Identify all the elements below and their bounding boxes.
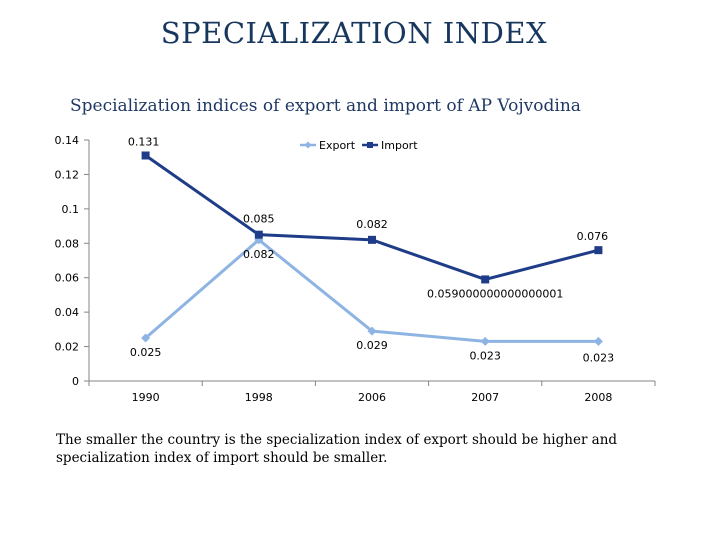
data-label: 0.082	[356, 218, 388, 231]
data-label: 0.076	[577, 230, 609, 243]
data-label: 0.059000000000000001	[427, 287, 563, 300]
slide-title: SPECIALIZATION INDEX	[160, 16, 548, 50]
series-group: 0.025 0.082 0.029 0.023 0.023 0.131 0.085 0.082…	[128, 135, 614, 364]
y-tick-label: 0.06	[55, 272, 80, 285]
data-label: 0.029	[356, 339, 388, 352]
y-tick-label: 0.02	[55, 341, 80, 354]
data-label: 0.082	[243, 248, 275, 261]
x-axis: 1990 1998 2006 2007 2008	[88, 380, 656, 404]
y-axis: 0 0.02 0.04 0.06 0.08 0.1 0.12 0.14	[55, 134, 90, 388]
data-label: 0.023	[583, 351, 615, 364]
y-tick-label: 0.1	[62, 203, 80, 216]
y-tick-label: 0.12	[55, 168, 80, 181]
data-point	[480, 336, 490, 346]
data-point	[593, 336, 603, 346]
legend-item-export: Export	[300, 139, 356, 152]
data-point	[594, 246, 603, 255]
data-point	[367, 326, 377, 336]
data-point	[141, 151, 150, 160]
data-point	[254, 230, 263, 239]
y-tick-label: 0.04	[55, 306, 80, 319]
y-tick-label: 0	[72, 375, 79, 388]
footnote: The smaller the country is the specializ…	[56, 432, 618, 466]
data-label: 0.023	[469, 349, 501, 362]
data-label: 0.025	[130, 346, 162, 359]
data-label: 0.085	[243, 213, 275, 226]
y-tick-label: 0.14	[55, 134, 80, 147]
legend: Export Import	[300, 139, 418, 152]
legend-item-import: Import	[362, 139, 418, 152]
data-point	[141, 333, 151, 343]
legend-swatch-marker	[304, 141, 312, 149]
line-chart: 0 0.02 0.04 0.06 0.08 0.1 0.12 0.14 1990 1998 200…	[55, 134, 656, 404]
data-label: 0.131	[128, 135, 160, 148]
data-point	[481, 275, 490, 284]
legend-label: Export	[319, 139, 356, 152]
data-point	[368, 235, 376, 244]
x-tick-label: 1998	[245, 391, 273, 404]
series-import: 0.131 0.085 0.082 0.059000000000000001 0.076	[128, 135, 608, 300]
chart-title: Specialization indices of export and imp…	[70, 96, 581, 116]
x-tick-label: 1990	[132, 391, 160, 404]
x-tick-label: 2006	[358, 391, 386, 404]
x-tick-label: 2008	[584, 391, 612, 404]
x-tick-label: 2007	[471, 391, 499, 404]
legend-label: Import	[381, 139, 418, 152]
legend-swatch-marker	[367, 142, 373, 148]
y-tick-label: 0.08	[55, 237, 80, 250]
series-export: 0.025 0.082 0.029 0.023 0.023	[130, 235, 614, 364]
